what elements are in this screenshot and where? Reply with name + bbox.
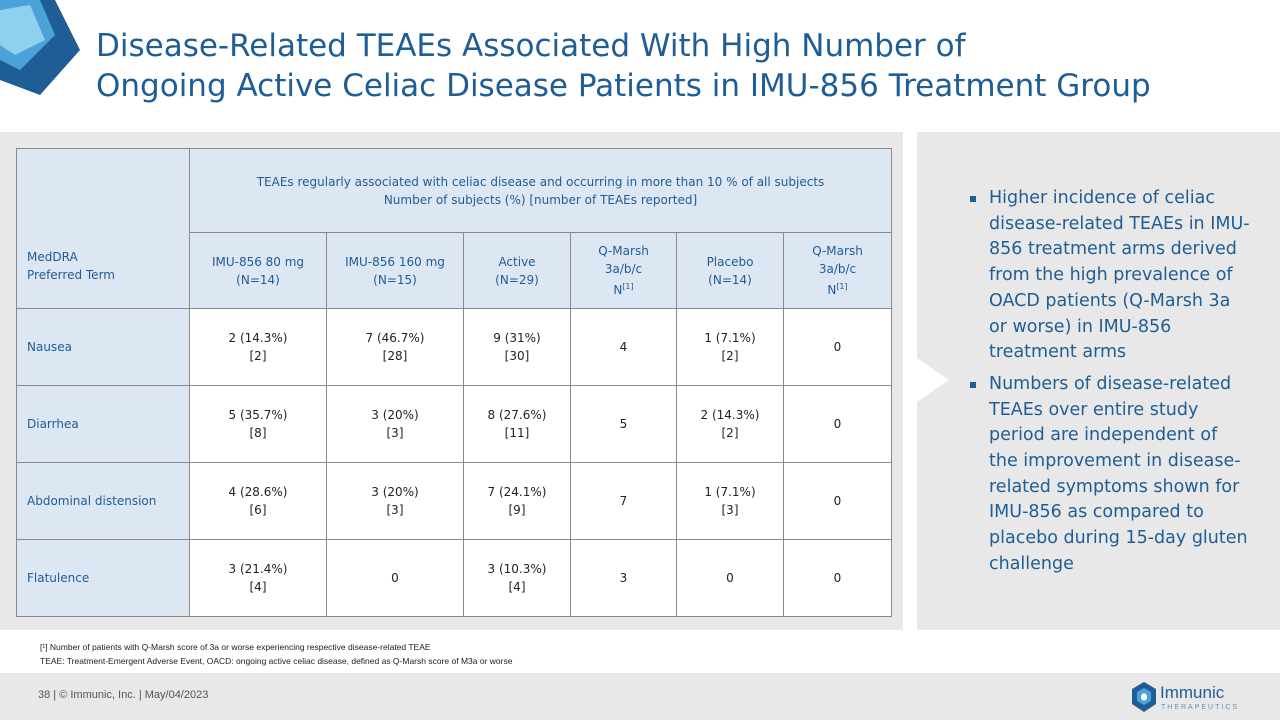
table-cell: 0	[326, 539, 464, 617]
table-cell: 3 (20%) [3]	[326, 462, 464, 540]
summary-bullets: Higher incidence of celiac disease-relat…	[970, 186, 1250, 584]
table-cell: 7 (46.7%) [28]	[326, 308, 464, 386]
row-term: Diarrhea	[16, 385, 190, 463]
col-header-imu80: IMU-856 80 mg (N=14)	[189, 232, 327, 309]
bullet-square-icon	[970, 196, 976, 202]
table-panel: MedDRA Preferred Term TEAEs regularly as…	[0, 132, 903, 630]
table-cell: 0	[783, 539, 892, 617]
group-header-line-1: TEAEs regularly associated with celiac d…	[256, 174, 825, 189]
col-header-placebo: Placebo (N=14)	[676, 232, 784, 309]
bullet-square-icon	[970, 381, 976, 388]
table-cell: 3	[570, 539, 677, 617]
table-row: Diarrhea 5 (35.7%) [8] 3 (20%) [3] 8 (27.6…	[16, 385, 892, 463]
table-cell: 0	[783, 308, 892, 386]
group-header-line-2: Number of subjects (%) [number of TEAEs …	[383, 192, 698, 207]
table-cell: 5 (35.7%) [8]	[189, 385, 327, 463]
table-cell: 5	[570, 385, 677, 463]
table-cell: 4 (28.6%) [6]	[189, 462, 327, 540]
table-row: Flatulence 3 (21.4%) [4] 0 3 (10.3%) [4] 3…	[16, 539, 892, 617]
stub-line-2: Preferred Term	[27, 268, 115, 282]
table-cell: 0	[783, 385, 892, 463]
table-cell: 7	[570, 462, 677, 540]
footnote-1: [¹] Number of patients with Q-Marsh scor…	[40, 642, 431, 652]
footnote-ref: [1]	[836, 282, 848, 291]
table-row: Abdominal distension 4 (28.6%) [6] 3 (20%…	[16, 462, 892, 540]
row-term: Nausea	[16, 308, 190, 386]
page-title: Disease-Related TEAEs Associated With Hi…	[96, 26, 1256, 106]
panel-arrow	[917, 358, 949, 402]
table-cell: 7 (24.1%) [9]	[463, 462, 571, 540]
footer: 38 | © Immunic, Inc. | May/04/2023 Immun…	[0, 673, 1280, 720]
table-cell: 2 (14.3%) [2]	[676, 385, 784, 463]
col-header-active: Active (N=29)	[463, 232, 571, 309]
row-term: Abdominal distension	[16, 462, 190, 540]
table-cell: 8 (27.6%) [11]	[463, 385, 571, 463]
col-header-qmarsh-active: Q-Marsh 3a/b/c N[1]	[570, 232, 677, 309]
group-header: TEAEs regularly associated with celiac d…	[189, 148, 892, 233]
col-header-imu160: IMU-856 160 mg (N=15)	[326, 232, 464, 309]
table-cell: 0	[783, 462, 892, 540]
stub-header: MedDRA Preferred Term	[16, 148, 190, 309]
col-header-line: 3a/b/c	[604, 262, 643, 276]
bullet-text: Higher incidence of celiac disease-relat…	[989, 188, 1250, 363]
col-header-line: N	[827, 283, 837, 297]
bullet-item: Numbers of disease-related TEAEs over en…	[970, 372, 1250, 578]
col-header-line: Q-Marsh	[812, 244, 863, 258]
col-header-line: IMU-856 160 mg	[345, 254, 445, 269]
col-header-qmarsh-placebo: Q-Marsh 3a/b/c N[1]	[783, 232, 892, 309]
company-logo: Immunic THERAPEUTICS	[1130, 681, 1250, 715]
table-cell: 4	[570, 308, 677, 386]
corner-decoration	[0, 0, 80, 95]
title-line-2: Ongoing Active Celiac Disease Patients i…	[96, 68, 1151, 104]
table-cell: 3 (10.3%) [4]	[463, 539, 571, 617]
logo-icon	[1132, 682, 1156, 712]
col-header-line: Placebo	[706, 254, 754, 269]
col-header-line: (N=14)	[708, 272, 752, 287]
logo-name: Immunic	[1160, 683, 1225, 702]
table-cell: 0	[676, 539, 784, 617]
col-header-line: (N=29)	[495, 272, 539, 287]
col-header-line: Q-Marsh	[598, 244, 649, 258]
bullet-item: Higher incidence of celiac disease-relat…	[970, 186, 1250, 366]
footer-text: 38 | © Immunic, Inc. | May/04/2023	[38, 689, 209, 701]
col-header-line: IMU-856 80 mg	[211, 254, 305, 269]
logo-subtitle: THERAPEUTICS	[1161, 704, 1240, 711]
teae-table: MedDRA Preferred Term TEAEs regularly as…	[16, 148, 892, 617]
col-header-line: (N=14)	[236, 272, 280, 287]
footnotes: [¹] Number of patients with Q-Marsh scor…	[40, 640, 512, 668]
footnote-2: TEAE: Treatment-Emergent Adverse Event, …	[40, 656, 513, 666]
table-cell: 3 (20%) [3]	[326, 385, 464, 463]
table-row: Nausea 2 (14.3%) [2] 7 (46.7%) [28] 9 (31%…	[16, 308, 892, 386]
col-header-line: (N=15)	[373, 272, 417, 287]
summary-panel	[917, 132, 1280, 630]
col-header-line: N	[613, 283, 623, 297]
title-line-1: Disease-Related TEAEs Associated With Hi…	[96, 28, 966, 64]
footnote-ref: [1]	[622, 282, 634, 291]
col-header-line: 3a/b/c	[818, 262, 857, 276]
table-cell: 1 (7.1%) [3]	[676, 462, 784, 540]
table-cell: 1 (7.1%) [2]	[676, 308, 784, 386]
table-cell: 9 (31%) [30]	[463, 308, 571, 386]
row-term: Flatulence	[16, 539, 190, 617]
col-header-line: Active	[498, 254, 536, 269]
bullet-text: Numbers of disease-related TEAEs over en…	[989, 373, 1248, 574]
stub-line-1: MedDRA	[27, 250, 78, 264]
table-cell: 2 (14.3%) [2]	[189, 308, 327, 386]
table-cell: 3 (21.4%) [4]	[189, 539, 327, 617]
